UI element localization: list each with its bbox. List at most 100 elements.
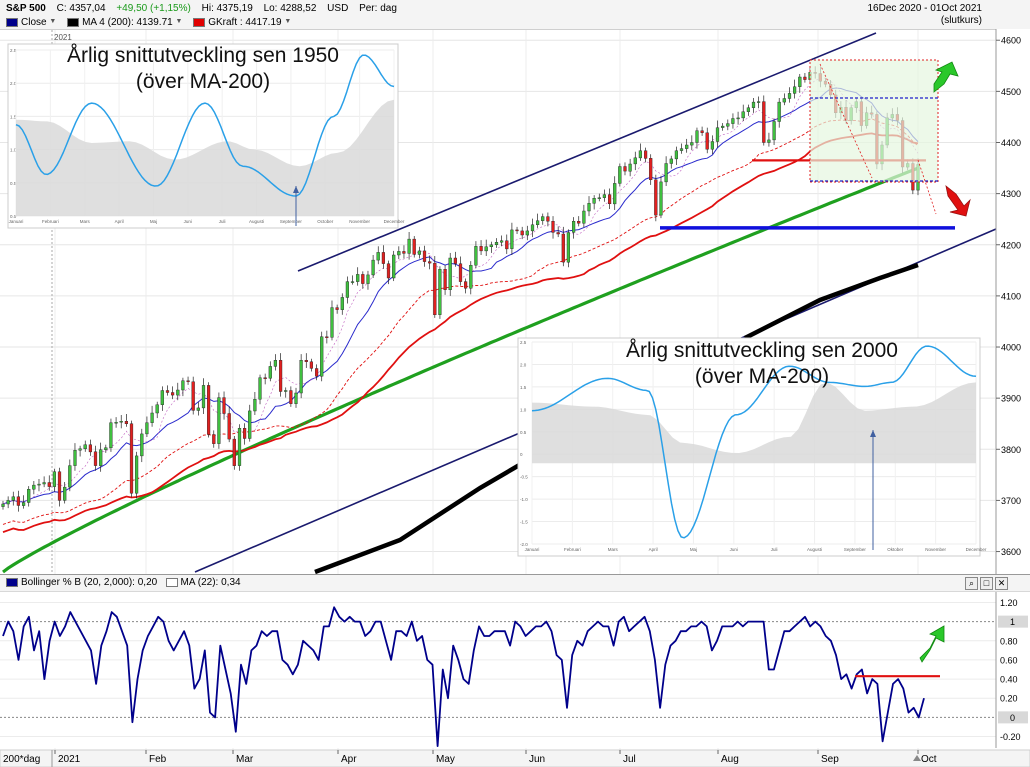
candle-body [438, 269, 442, 315]
inset-x-tick: Januari [9, 219, 24, 224]
currency-label: USD [327, 3, 349, 14]
candle-body [757, 101, 761, 103]
candle-body [27, 489, 31, 503]
candle-body [767, 139, 771, 143]
candle-body [715, 127, 720, 142]
x-axis-label: 200*dag [3, 754, 40, 765]
inset-subtitle: (över MA-200) [695, 365, 829, 388]
x-axis-label: Mar [236, 754, 254, 765]
candle-body [551, 220, 555, 233]
lower-panel-header: Bollinger % B (20, 2,000): 0,20 MA (22):… [0, 574, 1030, 592]
candle-body [397, 251, 401, 256]
legend-ma-label: MA 4 (200): 4139.71 [82, 16, 173, 28]
candle-body [386, 263, 391, 279]
legend-row: Close ▼ MA 4 (200): 4139.71 ▼ GKraft : 4… [6, 16, 299, 29]
legend-gkraft[interactable]: GKraft : 4417.19 ▼ [193, 17, 291, 28]
inset-x-tick: Oktober [887, 547, 904, 552]
quote-row: S&P 500 C: 4357,04 +49,50 (+1,15%) Hi: 4… [6, 3, 405, 15]
inset-title: Årlig snittutveckling sen 2000 [626, 339, 898, 362]
candle-body [299, 360, 303, 394]
chevron-down-icon[interactable]: ▼ [49, 18, 57, 25]
candle-body [556, 232, 560, 235]
magnifier-icon[interactable]: ⌕ [965, 577, 978, 590]
lower-plot-area [0, 591, 996, 748]
candle-body [458, 263, 463, 282]
maximize-icon[interactable]: □ [980, 577, 993, 590]
candle-body [63, 486, 67, 501]
highlight-tick-bg [998, 615, 1028, 628]
inset-y-tick: 0 [520, 452, 523, 457]
candle-body [42, 482, 46, 485]
candle-body [561, 233, 565, 263]
candle-body [628, 163, 632, 172]
x-axis-label: Jun [529, 754, 545, 765]
candle-body [22, 502, 26, 506]
inset-x-tick: Maj [150, 219, 157, 224]
x-axis-label: May [436, 754, 455, 765]
inset-x-tick: October [317, 219, 334, 224]
candle-body [705, 132, 709, 150]
candle-body [618, 166, 622, 184]
candle-body [515, 229, 519, 232]
x-axis-label: Apr [341, 754, 357, 765]
candle-body [345, 281, 349, 298]
lower-y-tick-label: 0.80 [1000, 636, 1018, 646]
y-axis-bg [996, 29, 1030, 574]
legend-ma[interactable]: MA 4 (200): 4139.71 ▼ [67, 17, 182, 28]
candle-body [315, 368, 319, 377]
candle-body [16, 496, 20, 506]
inset-y-tick: 1.5 [10, 114, 17, 119]
inset-y-tick: 0.5 [10, 181, 17, 186]
inset-x-tick: Maj [690, 547, 697, 552]
inset-title: Årlig snittutveckling sen 1950 [67, 44, 339, 67]
x-axis-label: Feb [149, 754, 167, 765]
inset-curve [531, 345, 977, 539]
candle-body [695, 130, 699, 143]
close-value: C: 4357,04 [56, 3, 106, 14]
chevron-down-icon[interactable]: ▼ [175, 18, 183, 25]
candle-body [206, 385, 211, 435]
y-tick-label: 4600 [1001, 36, 1021, 46]
lower-y-tick-label: 1.20 [1000, 598, 1018, 608]
legend-close-label: Close [21, 16, 47, 28]
chevron-down-icon[interactable]: ▼ [284, 18, 292, 25]
candle-body [119, 421, 123, 423]
candle-body [37, 483, 41, 486]
high-value: Hi: 4375,19 [201, 3, 253, 14]
candle-body [242, 428, 247, 439]
candle-body [777, 101, 781, 122]
candle-body [11, 496, 15, 501]
candle-body [803, 76, 807, 80]
candle-body [68, 465, 72, 488]
inset-y-tick: 1.0 [520, 407, 527, 412]
candle-body [582, 210, 586, 224]
inset-area [16, 99, 394, 216]
candle-body [762, 101, 766, 143]
up-arrow-icon [870, 430, 876, 437]
inset-x-tick: September [844, 547, 867, 552]
candle-body [782, 98, 786, 103]
legend-close[interactable]: Close ▼ [6, 17, 56, 28]
candle-body [129, 423, 134, 494]
highlight-tick-bg [998, 711, 1028, 724]
candle-body [170, 392, 175, 396]
inset-y-tick: 0.0 [10, 214, 17, 219]
inset-y-tick: 1.0 [10, 148, 17, 153]
period-label: Per: dag [359, 3, 397, 14]
candle-body [140, 433, 144, 457]
bollinger-label: Bollinger % B (20, 2,000): 0,20 [21, 577, 158, 588]
candle-body [124, 421, 128, 425]
candle-body [402, 251, 406, 254]
close-icon[interactable]: ✕ [995, 577, 1008, 590]
candle-body [73, 450, 77, 466]
inset-x-tick: Mars [608, 547, 619, 552]
dotted-projection-line [819, 63, 873, 179]
inset-x-tick: Augusti [249, 219, 264, 224]
lower-y-tick-label: 0.20 [1000, 694, 1018, 704]
inset-x-tick: April [649, 547, 658, 552]
candle-body [1, 503, 5, 507]
inset-y-tick: 1.5 [520, 385, 527, 390]
candle-body [32, 484, 36, 490]
inset-x-tick: Juni [184, 219, 192, 224]
